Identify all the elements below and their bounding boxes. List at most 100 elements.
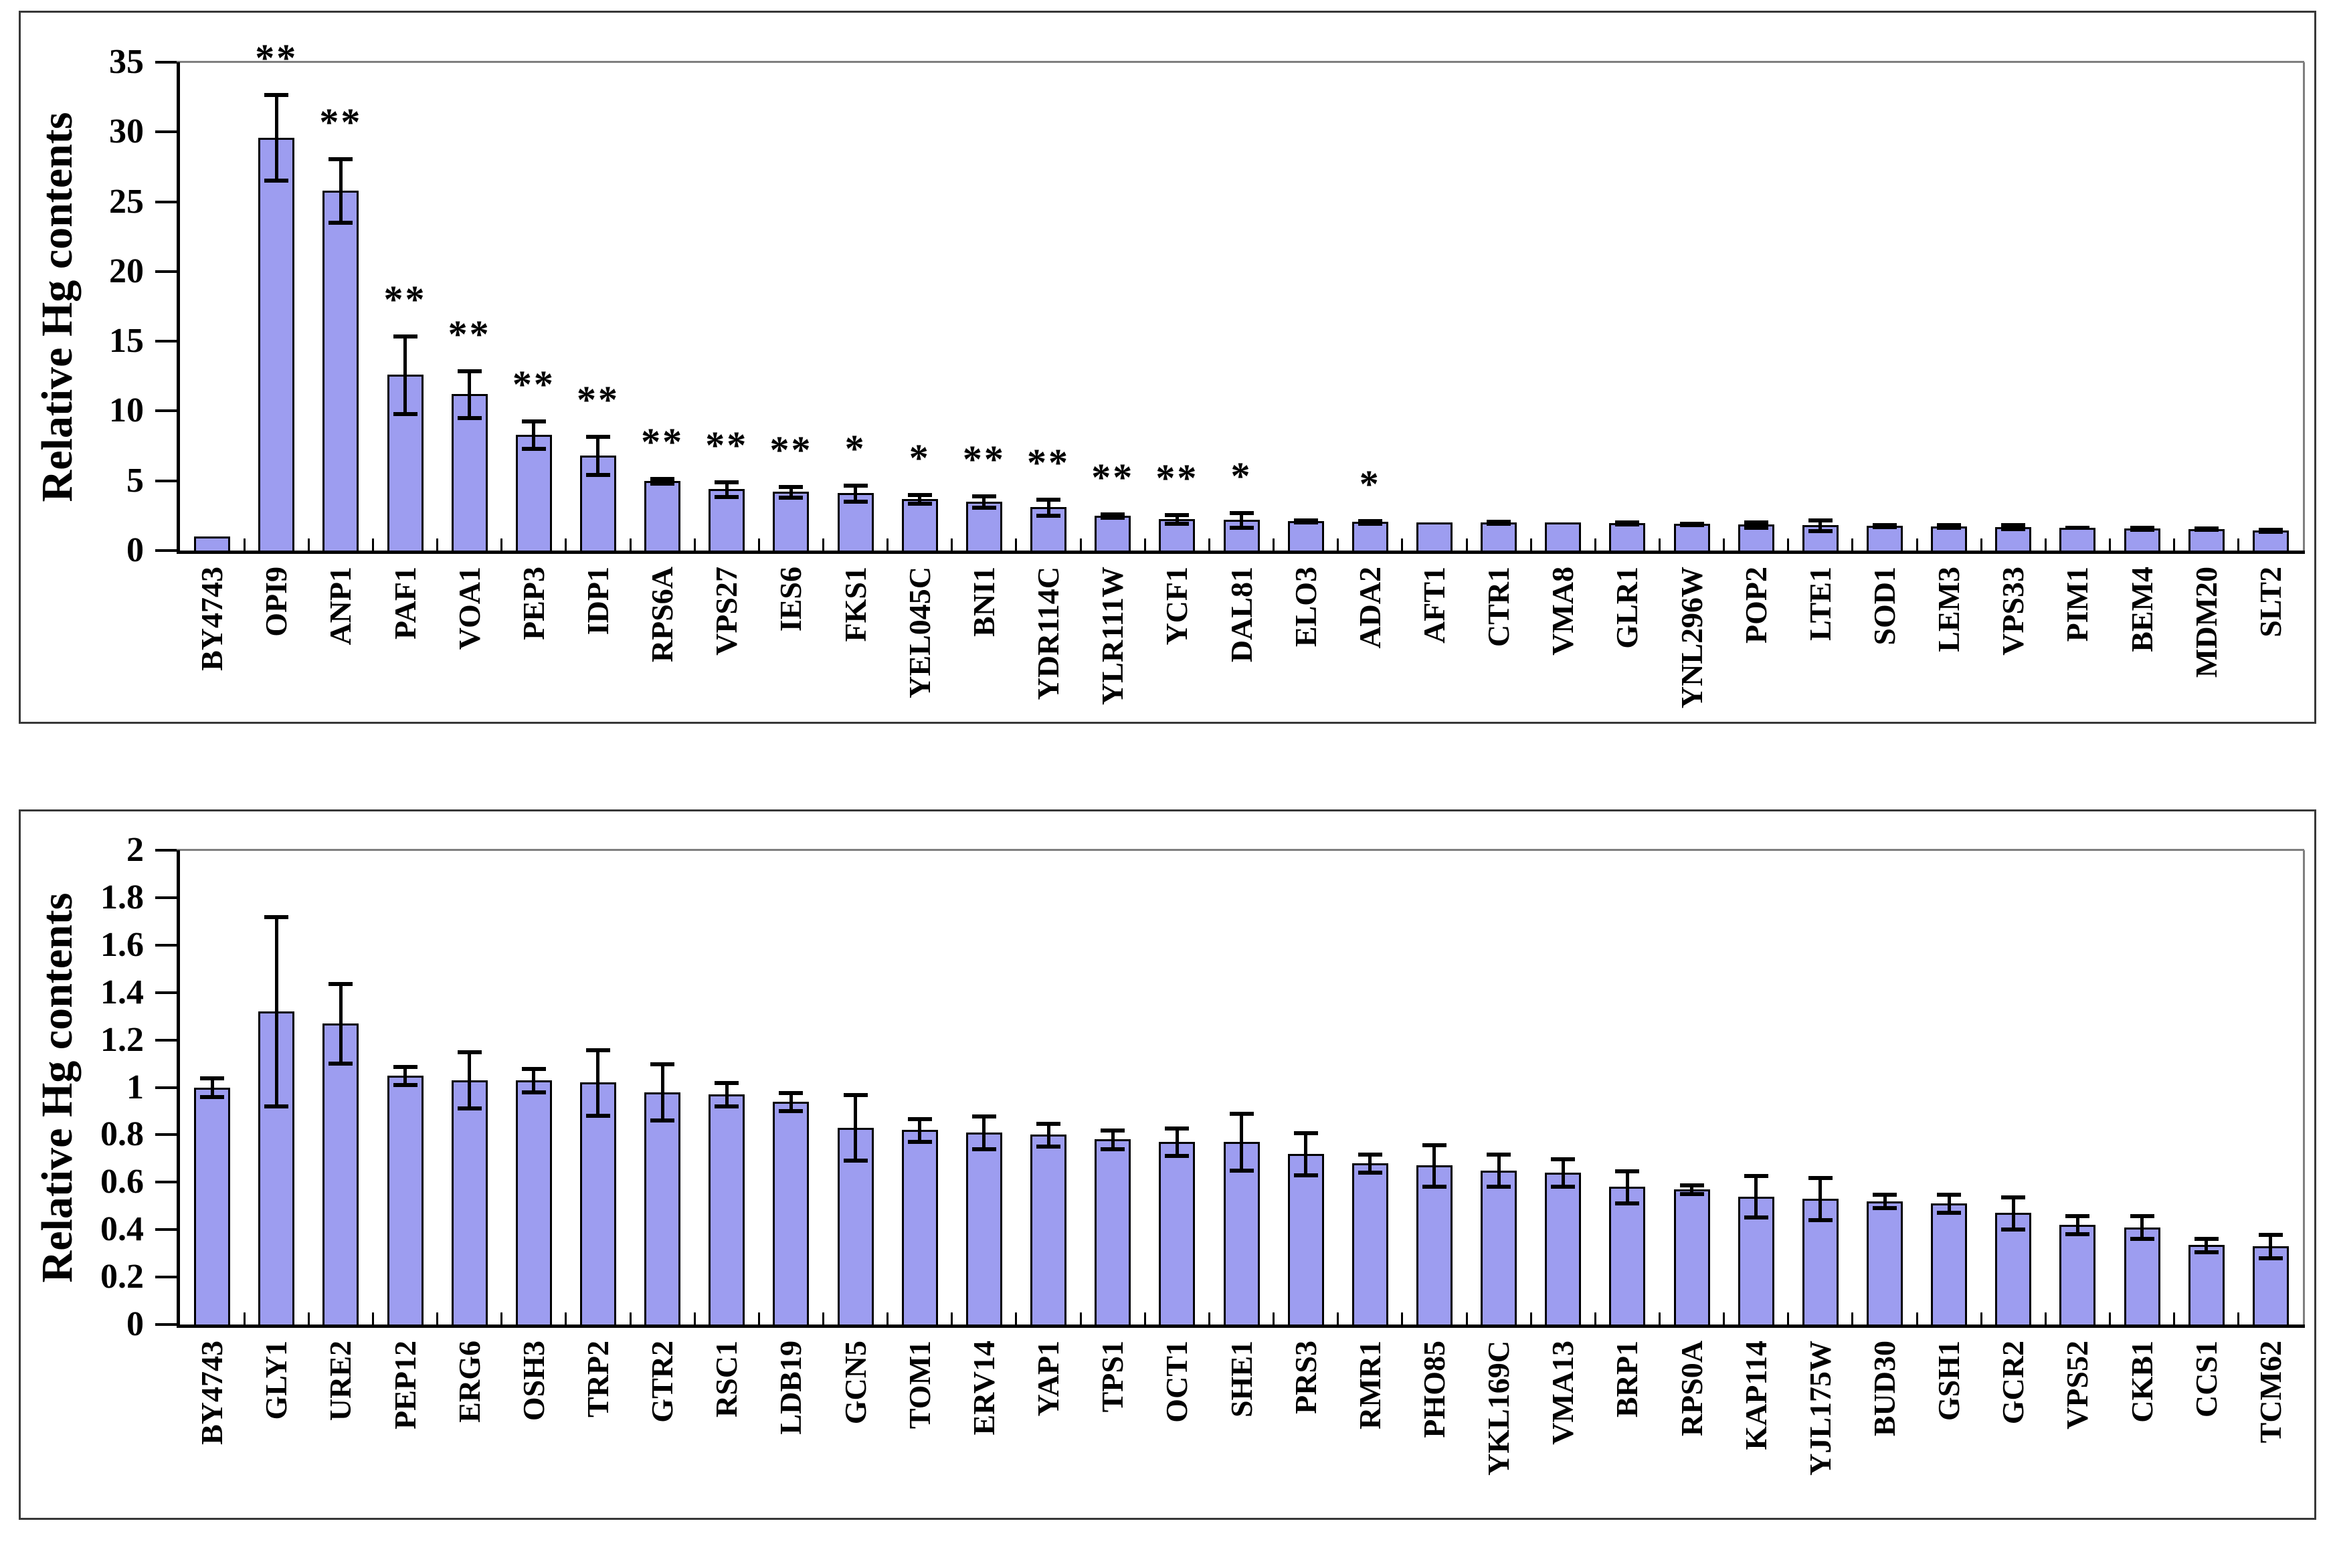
significance-marker: * [1359, 462, 1381, 506]
error-bar-cap-top [650, 1062, 675, 1067]
error-bar-cap-top [843, 1093, 868, 1098]
error-bar-line [339, 158, 343, 223]
error-bar-cap-bottom [2194, 528, 2219, 532]
error-bar-cap-top [2258, 1233, 2283, 1238]
plot-right-border [2303, 850, 2305, 1325]
error-bar-line [1175, 1127, 1179, 1157]
bar-BY4743 [194, 536, 231, 551]
x-category-label: YNL296W [1674, 567, 1709, 709]
error-bar-cap-top [1487, 520, 1511, 524]
bar-BEM4 [2124, 528, 2160, 551]
y-axis-line [177, 62, 180, 554]
y-tick [155, 1038, 177, 1042]
x-tick [757, 1312, 760, 1325]
error-bar-cap-top [2130, 525, 2154, 530]
bar-CTR1 [1481, 522, 1517, 551]
bar-CCS1 [2188, 1245, 2225, 1325]
x-category-label: GLY1 [259, 1341, 294, 1420]
x-tick [1465, 538, 1468, 551]
y-tick [155, 270, 177, 273]
x-category-label: OPI9 [259, 567, 294, 637]
error-bar-cap-bottom [521, 446, 546, 451]
error-bar-cap-bottom [2130, 1237, 2154, 1242]
bar-PHO85 [1416, 1165, 1453, 1325]
x-category-label: BUD30 [1867, 1341, 1901, 1437]
y-tick [155, 991, 177, 994]
x-tick [1594, 1312, 1596, 1325]
error-bar-line [532, 1068, 536, 1092]
significance-marker: ** [576, 377, 620, 421]
x-tick [629, 1312, 632, 1325]
error-bar-cap-bottom [1165, 522, 1190, 526]
error-bar-cap-bottom [2001, 1228, 2026, 1232]
x-tick [1465, 1312, 1468, 1325]
error-bar-cap-top [1101, 1129, 1125, 1133]
x-tick [2173, 1312, 2176, 1325]
bar-GLY1 [258, 1011, 295, 1325]
error-bar-cap-top [1808, 518, 1833, 523]
x-category-label: URE2 [323, 1341, 358, 1422]
error-bar-cap-top [1615, 1169, 1640, 1173]
x-category-label: CCS1 [2188, 1341, 2223, 1418]
x-category-label: YLR111W [1095, 567, 1130, 706]
x-tick [307, 538, 310, 551]
significance-marker: ** [255, 35, 298, 80]
error-bar-line [918, 1118, 922, 1143]
error-bar-cap-bottom [1101, 515, 1125, 520]
error-bar-line [1754, 522, 1758, 528]
x-category-label: BRP1 [1610, 1341, 1645, 1417]
y-tick [155, 130, 177, 134]
bar-RPS0A [1673, 1189, 1710, 1325]
x-category-label: ERG6 [452, 1341, 486, 1423]
error-bar-cap-top [779, 485, 804, 490]
y-tick-label: 0.8 [100, 1115, 144, 1154]
error-bar-cap-top [1873, 1193, 1897, 1197]
bar-ADA2 [1351, 522, 1388, 551]
error-bar-cap-bottom [843, 1159, 868, 1163]
x-tick [2109, 1312, 2112, 1325]
bar-VMA13 [1545, 1173, 1582, 1325]
error-bar-cap-top [1744, 520, 1768, 525]
x-tick [436, 1312, 439, 1325]
x-category-label: POP2 [1738, 567, 1773, 644]
significance-marker: ** [705, 423, 749, 467]
error-bar-line [468, 370, 472, 418]
error-bar-cap-top [907, 1116, 932, 1121]
x-category-label: SHE1 [1224, 1341, 1258, 1418]
error-bar-cap-top [715, 480, 739, 484]
plot-right-border [2303, 62, 2305, 551]
error-bar-cap-top [1679, 1183, 1704, 1187]
x-category-label: YKL169C [1481, 1341, 1516, 1476]
error-bar-line [274, 916, 278, 1106]
significance-marker: * [909, 435, 931, 480]
x-tick [1143, 1312, 1146, 1325]
x-category-label: LDB19 [773, 1341, 808, 1435]
error-bar-cap-bottom [650, 481, 675, 486]
x-tick [1723, 1312, 1725, 1325]
bar-PIM1 [2059, 527, 2096, 551]
error-bar-cap-bottom [200, 1094, 225, 1099]
x-category-label: BY4743 [195, 567, 229, 671]
x-tick [951, 1312, 953, 1325]
error-bar-line [1754, 1175, 1758, 1218]
error-bar-line [725, 1082, 729, 1106]
y-tick [155, 340, 177, 343]
error-bar-line [789, 486, 793, 498]
x-category-label: TPS1 [1095, 1341, 1130, 1413]
bar-YEL045C [901, 498, 938, 551]
error-bar-cap-top [2065, 1213, 2090, 1218]
x-tick [1337, 538, 1339, 551]
bar-GTR2 [644, 1092, 681, 1325]
error-bar-cap-bottom [264, 1104, 289, 1108]
significance-marker: ** [448, 312, 491, 356]
plot-top-border [177, 61, 2304, 63]
error-bar-cap-bottom [329, 1062, 353, 1066]
x-category-label: YCF1 [1159, 567, 1194, 646]
error-bar-line [403, 335, 407, 414]
bar-OPI9 [258, 137, 295, 551]
bar-AFT1 [1416, 522, 1453, 551]
error-bar-cap-top [329, 981, 353, 986]
error-bar-cap-bottom [907, 502, 932, 506]
x-category-label: SOD1 [1867, 567, 1901, 646]
error-bar-cap-top [585, 1048, 610, 1052]
